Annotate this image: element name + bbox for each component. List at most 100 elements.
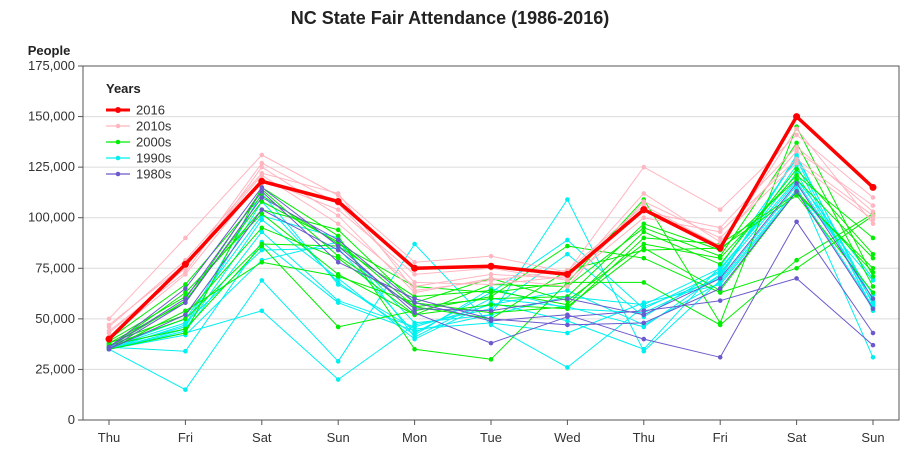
data-point	[488, 302, 494, 307]
data-point	[259, 259, 265, 265]
data-point	[412, 324, 417, 330]
data-point	[717, 280, 723, 285]
data-point	[870, 290, 876, 295]
data-point	[412, 332, 417, 338]
data-point	[335, 324, 341, 330]
data-point	[335, 298, 341, 303]
legend-swatch-marker	[115, 107, 121, 113]
data-point	[641, 241, 647, 247]
data-point	[870, 306, 876, 312]
data-point	[565, 322, 570, 328]
data-point	[183, 290, 188, 295]
data-point	[335, 253, 341, 259]
data-point	[259, 207, 265, 212]
data-point	[870, 195, 876, 200]
data-point	[259, 247, 265, 253]
data-point	[105, 335, 113, 343]
data-point	[565, 251, 570, 257]
data-point	[488, 316, 494, 322]
data-point	[259, 160, 265, 166]
data-point	[259, 199, 265, 204]
axes: 0 25,000 50,000 75,000 100,000 125,000 150,000…	[28, 58, 900, 445]
data-point	[565, 284, 570, 289]
data-point	[641, 164, 647, 170]
data-point	[565, 318, 570, 324]
data-point	[487, 262, 495, 270]
legend-label: 2000s	[136, 135, 172, 150]
x-tick-label: Sat	[252, 430, 272, 445]
data-point	[794, 166, 799, 172]
data-point	[183, 312, 188, 318]
y-tick-label: 25,000	[35, 361, 75, 376]
data-point	[794, 257, 799, 263]
data-point	[794, 193, 799, 198]
data-point	[565, 278, 570, 283]
data-point	[259, 308, 265, 314]
data-point	[870, 221, 876, 227]
data-point	[794, 181, 799, 186]
data-point	[565, 237, 570, 243]
data-point	[106, 324, 112, 330]
data-point	[794, 160, 799, 166]
y-tick-label: 0	[68, 412, 75, 427]
data-point	[870, 235, 876, 241]
data-point	[259, 185, 265, 190]
data-point	[794, 156, 799, 162]
data-point	[870, 213, 876, 218]
data-point	[565, 243, 570, 249]
data-point	[412, 288, 417, 293]
data-point	[641, 308, 647, 314]
data-point	[412, 306, 417, 312]
data-point	[717, 320, 723, 326]
data-point	[717, 229, 723, 235]
data-point	[717, 265, 723, 271]
data-point	[259, 225, 265, 231]
data-point	[335, 359, 341, 364]
data-point	[335, 233, 341, 239]
data-point	[335, 280, 341, 285]
x-tick-label: Mon	[402, 430, 427, 445]
data-point	[412, 310, 417, 316]
data-point	[335, 259, 341, 265]
data-point	[259, 217, 265, 223]
data-point	[565, 197, 570, 202]
legend-swatch-marker	[115, 171, 121, 177]
data-point	[183, 348, 188, 354]
data-point	[794, 219, 799, 225]
x-tick-label: Wed	[554, 430, 581, 445]
x-tick-label: Thu	[633, 430, 655, 445]
data-point	[335, 227, 341, 233]
x-tick-label: Sun	[861, 430, 884, 445]
data-point	[412, 259, 417, 265]
data-point	[641, 346, 647, 352]
data-point	[412, 346, 417, 352]
data-point	[794, 276, 799, 281]
legend-swatch-marker	[115, 155, 121, 161]
data-point	[641, 280, 647, 285]
data-point	[717, 225, 723, 231]
data-point	[565, 304, 570, 310]
data-point	[183, 300, 188, 305]
legend-swatch-marker	[115, 139, 121, 145]
data-point	[565, 288, 570, 293]
data-point	[411, 264, 419, 272]
data-point	[793, 113, 801, 121]
legend-swatch-marker	[115, 123, 121, 129]
data-point	[488, 282, 494, 287]
data-point	[183, 286, 188, 291]
data-point	[717, 354, 723, 360]
x-tick-label: Thu	[98, 430, 120, 445]
series-group	[105, 113, 877, 392]
data-point	[794, 148, 799, 154]
y-tick-label: 175,000	[28, 58, 75, 73]
data-point	[412, 280, 417, 285]
data-point	[106, 346, 112, 352]
data-point	[183, 282, 188, 287]
data-point	[794, 144, 799, 150]
data-point	[565, 296, 570, 301]
data-point	[181, 260, 189, 268]
legend-label: 1980s	[136, 167, 172, 182]
data-point	[717, 235, 723, 241]
